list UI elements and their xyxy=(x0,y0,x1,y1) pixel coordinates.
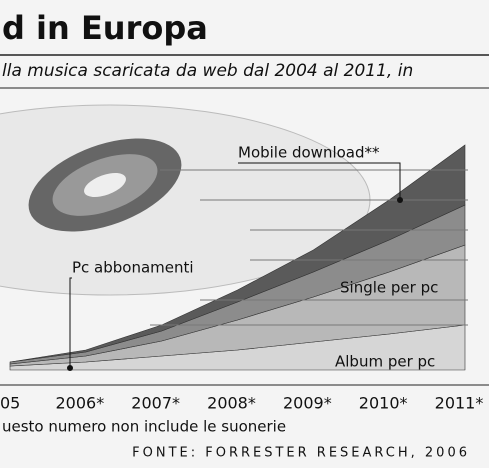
series-label: Pc abbonamenti xyxy=(72,259,194,277)
chart-subtitle: lla musica scaricata da web dal 2004 al … xyxy=(2,61,413,81)
x-tick-label: 2007* xyxy=(131,394,180,413)
leader-dot xyxy=(67,365,73,371)
footnote: uesto numero non include le suonerie xyxy=(2,418,286,436)
series-label: Mobile download** xyxy=(238,144,380,162)
leader-line xyxy=(238,162,401,200)
area xyxy=(9,144,466,363)
cd-illustration xyxy=(0,104,371,296)
x-tick-label: 2008* xyxy=(207,394,256,413)
leader-line xyxy=(69,277,72,368)
x-tick-label: 2011* xyxy=(435,394,484,413)
x-tick-label: 05 xyxy=(0,394,20,413)
source: FONTE: FORRESTER RESEARCH, 2006 xyxy=(132,446,470,461)
leader-dot xyxy=(397,197,403,203)
series-label: Single per pc xyxy=(340,279,438,297)
chart-title: d in Europa xyxy=(2,9,208,47)
decorative-lines xyxy=(150,169,468,326)
x-tick-label: 2009* xyxy=(283,394,332,413)
series-label: Album per pc xyxy=(335,353,435,371)
x-tick-label: 2006* xyxy=(55,394,104,413)
x-tick-label: 2010* xyxy=(359,394,408,413)
